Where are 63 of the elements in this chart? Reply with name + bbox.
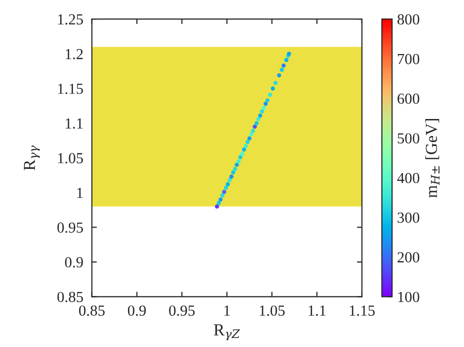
y-tick-label: 1.2 [66, 48, 83, 60]
point [277, 73, 282, 78]
point [260, 109, 264, 114]
point [224, 186, 228, 190]
point [242, 147, 246, 152]
y-tick-label: 1 [77, 188, 83, 198]
point [229, 174, 234, 179]
y-tick-label: 1.15 [58, 84, 83, 94]
point [236, 159, 241, 164]
point [268, 92, 272, 97]
y-tick-label: 0.9 [65, 257, 83, 268]
point [231, 170, 236, 175]
color-bar-label: 300 [398, 212, 420, 223]
point [226, 182, 230, 186]
point [214, 204, 220, 209]
x-tick-label: 1 [224, 306, 230, 316]
point [240, 152, 244, 156]
point [264, 102, 268, 106]
point [234, 162, 239, 167]
point [280, 68, 284, 72]
y-tick-label: 1.1 [66, 118, 83, 129]
color-bar-label: 800 [398, 14, 420, 25]
x-tick-label: 1.1 [308, 306, 326, 316]
y-tick-label: 0.85 [57, 292, 83, 302]
point [220, 193, 224, 198]
point [250, 128, 256, 133]
point [270, 86, 275, 91]
color-bar-label: 400 [397, 172, 420, 184]
point [256, 116, 260, 122]
point [246, 140, 250, 144]
point [244, 144, 248, 148]
point [262, 106, 266, 110]
point [254, 121, 259, 126]
point [232, 166, 238, 172]
point [247, 136, 252, 141]
color-bar-label: 500 [398, 133, 420, 144]
x-tick-label: 1.15 [350, 306, 375, 316]
color-bar-label: 600 [398, 94, 420, 104]
color-bar-label: 100 [398, 292, 420, 302]
point [284, 58, 288, 62]
point [228, 178, 232, 182]
x-tick-label: 0.85 [79, 305, 105, 316]
point [238, 155, 242, 160]
x-axis-title: R$_{γZ}$ [214, 324, 240, 340]
point [249, 132, 254, 136]
y-axis-title: R$_{γγ}$ [24, 146, 40, 170]
y-tick-label: 0.95 [57, 222, 83, 233]
x-tick-label: 0.9 [128, 305, 146, 316]
color-bar-label: 200 [398, 252, 420, 262]
x-tick-label: 0.95 [169, 305, 195, 316]
point [258, 113, 262, 118]
point [218, 197, 223, 202]
point [252, 124, 257, 129]
color-bar-label: 700 [398, 54, 420, 64]
y-tick-label: 1.05 [58, 153, 83, 164]
y-tick-label: 1.25 [58, 14, 83, 25]
point [265, 98, 270, 102]
point [222, 190, 226, 194]
x-tick-label: 1.05 [260, 305, 285, 316]
color-bar-title: m$_{H±}$ [GeV] [425, 119, 440, 198]
point [282, 64, 286, 68]
point [216, 200, 221, 206]
point [273, 80, 278, 86]
